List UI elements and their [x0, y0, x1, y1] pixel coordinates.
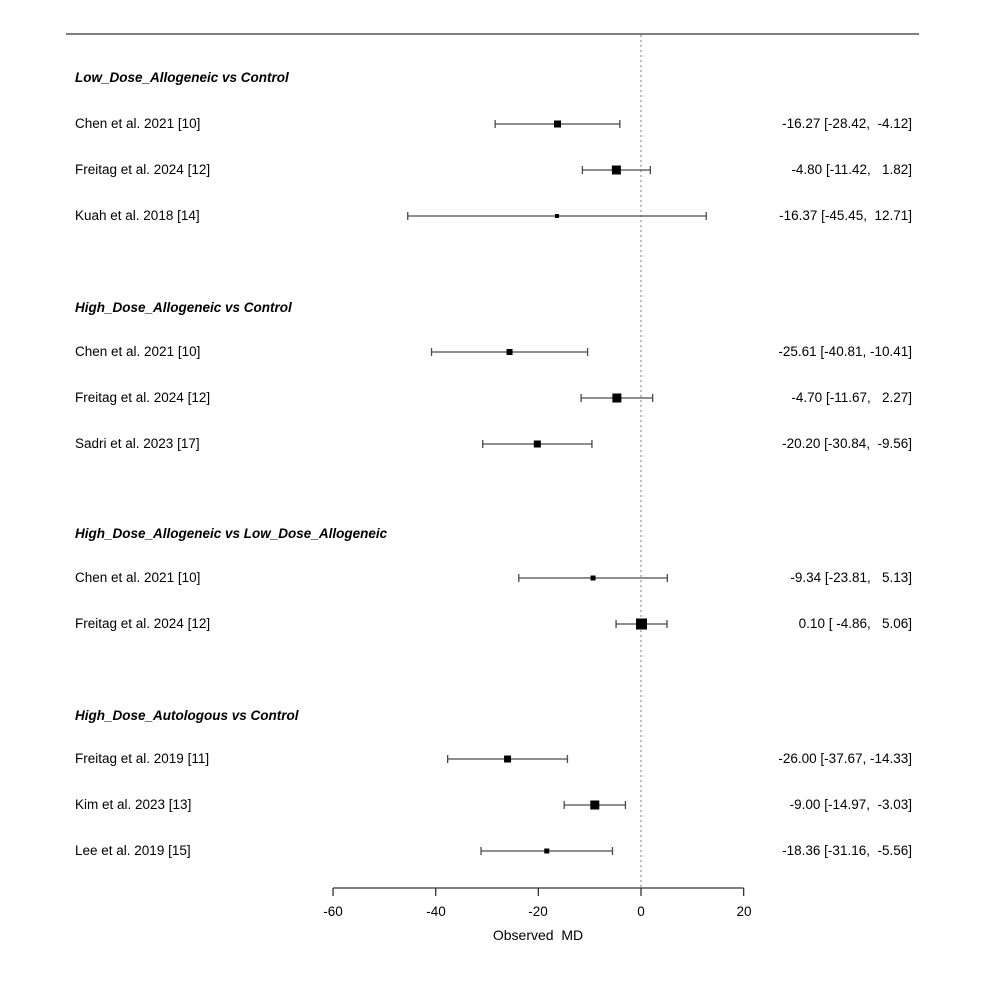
study-label: Freitag et al. 2024 [12]: [75, 616, 211, 631]
effect-marker: [544, 848, 550, 854]
estimate-annotation: -9.00 [-14.97, -3.03]: [789, 797, 912, 812]
effect-marker: [504, 755, 512, 763]
x-axis-title: Observed MD: [492, 927, 584, 943]
estimate-annotation: -9.34 [-23.81, 5.13]: [790, 570, 912, 585]
x-tick-label: -60: [323, 904, 343, 919]
x-tick-label: -20: [528, 904, 548, 919]
estimate-annotation: -26.00 [-37.67, -14.33]: [778, 751, 912, 766]
study-label: Kim et al. 2023 [13]: [75, 797, 192, 812]
estimate-annotation: -16.37 [-45.45, 12.71]: [779, 208, 912, 223]
estimate-annotation: -25.61 [-40.81, -10.41]: [778, 344, 912, 359]
plot-elements: [332, 120, 745, 896]
effect-marker: [553, 120, 561, 128]
estimate-annotation: -18.36 [-31.16, -5.56]: [782, 843, 912, 858]
effect-marker: [506, 349, 513, 355]
effect-marker: [611, 165, 621, 175]
effect-marker: [554, 214, 559, 218]
group-header: High_Dose_Autologous vs Control: [75, 708, 299, 723]
study-label: Chen et al. 2021 [10]: [75, 344, 201, 359]
group-header: High_Dose_Allogeneic vs Control: [75, 300, 292, 315]
estimate-annotation: -20.20 [-30.84, -9.56]: [782, 436, 912, 451]
estimate-annotation: -16.27 [-28.42, -4.12]: [782, 116, 912, 131]
effect-marker: [533, 440, 541, 448]
effect-marker: [636, 618, 648, 630]
x-tick-label: 0: [637, 904, 645, 919]
group-header: High_Dose_Allogeneic vs Low_Dose_Allogen…: [75, 526, 388, 541]
study-label: Freitag et al. 2024 [12]: [75, 390, 211, 405]
study-label: Sadri et al. 2023 [17]: [75, 436, 200, 451]
estimate-annotation: -4.80 [-11.42, 1.82]: [791, 162, 912, 177]
effect-marker: [590, 800, 600, 810]
study-label: Freitag et al. 2019 [11]: [75, 751, 210, 766]
study-label: Kuah et al. 2018 [14]: [75, 208, 200, 223]
group-header: Low_Dose_Allogeneic vs Control: [75, 70, 289, 85]
study-label: Chen et al. 2021 [10]: [75, 116, 201, 131]
effect-marker: [590, 575, 596, 581]
estimate-annotation: 0.10 [ -4.86, 5.06]: [798, 616, 912, 631]
x-tick-label: -40: [426, 904, 446, 919]
study-label: Lee et al. 2019 [15]: [75, 843, 191, 858]
study-label: Chen et al. 2021 [10]: [75, 570, 201, 585]
estimate-annotation: -4.70 [-11.67, 2.27]: [791, 390, 912, 405]
x-tick-label: 20: [736, 904, 752, 919]
study-label: Freitag et al. 2024 [12]: [75, 162, 211, 177]
effect-marker: [612, 393, 622, 403]
